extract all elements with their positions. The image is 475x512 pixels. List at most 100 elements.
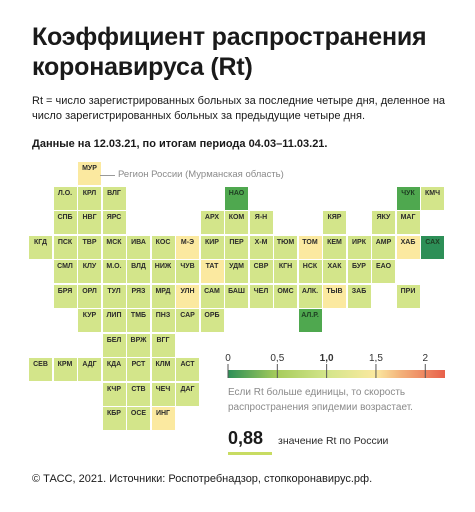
region-tile: КЛУ: [78, 260, 101, 283]
region-code: НАО: [228, 189, 245, 197]
region-code: ПЕР: [229, 238, 244, 246]
region-code: ЧЕЛ: [253, 287, 269, 295]
region-tile: ТМБ: [127, 309, 150, 332]
region-tile: Л.О.: [53, 186, 77, 210]
region-code: ПСК: [57, 238, 73, 246]
region-tile: ИНГ: [151, 407, 175, 430]
region-code: СТВ: [131, 385, 146, 393]
region-tile: МАГ: [396, 211, 420, 234]
region-code: ТМБ: [130, 312, 147, 319]
region-code: ВРЖ: [130, 336, 147, 344]
region-tile: АЛ.Р.: [298, 309, 322, 332]
region-code: Л.О.: [57, 189, 73, 197]
region-code: Х-М: [254, 238, 268, 246]
region-code: КЧР: [106, 385, 122, 393]
region-tile: ОРБ: [200, 309, 224, 332]
region-code: СЕВ: [33, 361, 48, 368]
region-code: БРЯ: [57, 287, 73, 295]
region-code: ИВА: [131, 238, 146, 246]
region-code: НСК: [302, 263, 318, 270]
region-tile: ЕАО: [372, 260, 395, 283]
region-code: УЛН: [180, 287, 195, 295]
callout-line: [100, 175, 115, 176]
region-code: РЯЗ: [131, 287, 146, 295]
region-tile: ТАТ: [200, 260, 224, 283]
region-code: АДГ: [82, 361, 97, 368]
region-tile: НАО: [225, 186, 248, 210]
region-tile: САХ: [421, 235, 444, 259]
region-tile: Х-М: [249, 235, 273, 259]
region-code: САХ: [425, 238, 440, 246]
region-tile: КЯР: [323, 211, 346, 234]
region-code: СМЛ: [57, 263, 73, 270]
region-code: ПНЗ: [155, 312, 171, 319]
region-tile: ЯКУ: [372, 211, 395, 234]
region-tile: АМР: [372, 235, 395, 259]
region-code: КИР: [205, 238, 219, 246]
region-code: ОРЛ: [82, 287, 97, 295]
russia-rt-underline: [228, 452, 272, 455]
region-code: ТУЛ: [107, 287, 121, 295]
region-tile: М-Э: [176, 235, 199, 259]
region-tile: ХАБ: [396, 235, 420, 259]
region-tile: КОС: [151, 235, 175, 259]
region-code: ВГГ: [156, 336, 170, 344]
region-tile: ЧЕЧ: [151, 382, 175, 406]
region-code: М.О.: [106, 263, 122, 270]
region-tile: БАШ: [225, 284, 248, 308]
region-code: АЛК.: [301, 287, 319, 295]
region-code: М-Э: [180, 238, 195, 246]
region-code: КРЛ: [82, 189, 97, 197]
region-tile: ВЛГ: [102, 186, 126, 210]
region-code: КЛМ: [155, 361, 171, 368]
region-tile: ХАК: [323, 260, 346, 283]
region-tile: ОСЕ: [127, 407, 150, 430]
region-tile: КГН: [274, 260, 297, 283]
region-code: ЧЕЧ: [155, 385, 171, 393]
region-tile: ПРИ: [396, 284, 420, 308]
region-tile: КГД: [29, 235, 52, 259]
region-tile: РЯЗ: [127, 284, 150, 308]
region-code: ЗАБ: [351, 287, 367, 295]
region-code: МУР: [82, 165, 97, 172]
region-code: МСК: [106, 238, 122, 246]
region-tile: М.О.: [102, 260, 126, 283]
region-code: БЕЛ: [106, 336, 122, 344]
region-tile: ТЫВ: [323, 284, 346, 308]
region-tile: САМ: [200, 284, 224, 308]
scale-tick-label: 0,5: [270, 353, 284, 364]
region-code: ИРК: [352, 238, 366, 246]
region-tile: ПНЗ: [151, 309, 175, 332]
region-tile: ВЛД: [127, 260, 150, 283]
region-code: ТАТ: [205, 263, 219, 270]
region-tile: ТВР: [78, 235, 101, 259]
region-code: КОС: [155, 238, 171, 246]
region-tile: ТОМ: [298, 235, 322, 259]
region-code: ВЛД: [131, 263, 146, 270]
region-code: БУР: [352, 263, 366, 270]
region-tile: АДГ: [78, 358, 101, 381]
region-code: САР: [180, 312, 195, 319]
region-code: КЕМ: [327, 238, 342, 246]
scale-tick-label: 1,0: [320, 353, 334, 364]
footer-sources: © ТАСС, 2021. Источники: Роспотребнадзор…: [32, 473, 373, 485]
region-code: ТВР: [82, 238, 97, 246]
region-code: ОРБ: [204, 312, 220, 319]
region-code: ОМС: [277, 287, 294, 295]
region-tile: СТВ: [127, 382, 150, 406]
scale-gradient-bar: [228, 370, 445, 378]
rt-definition: Rt = число зарегистрированных больных за…: [32, 95, 446, 122]
region-code: НИЖ: [154, 263, 172, 270]
region-tile: НИЖ: [151, 260, 175, 283]
region-tile: НСК: [298, 260, 322, 283]
region-tile: ОМС: [274, 284, 297, 308]
region-code: КГД: [33, 238, 48, 246]
region-tile: СЕВ: [29, 358, 52, 381]
region-code: ЯРС: [106, 214, 122, 221]
region-tile: ПСК: [53, 235, 77, 259]
region-tile: СВР: [249, 260, 273, 283]
region-code: ОСЕ: [130, 410, 147, 417]
region-code: ТЮМ: [276, 238, 295, 246]
region-code: ВЛГ: [107, 189, 121, 197]
region-tile: ОРЛ: [78, 284, 101, 308]
